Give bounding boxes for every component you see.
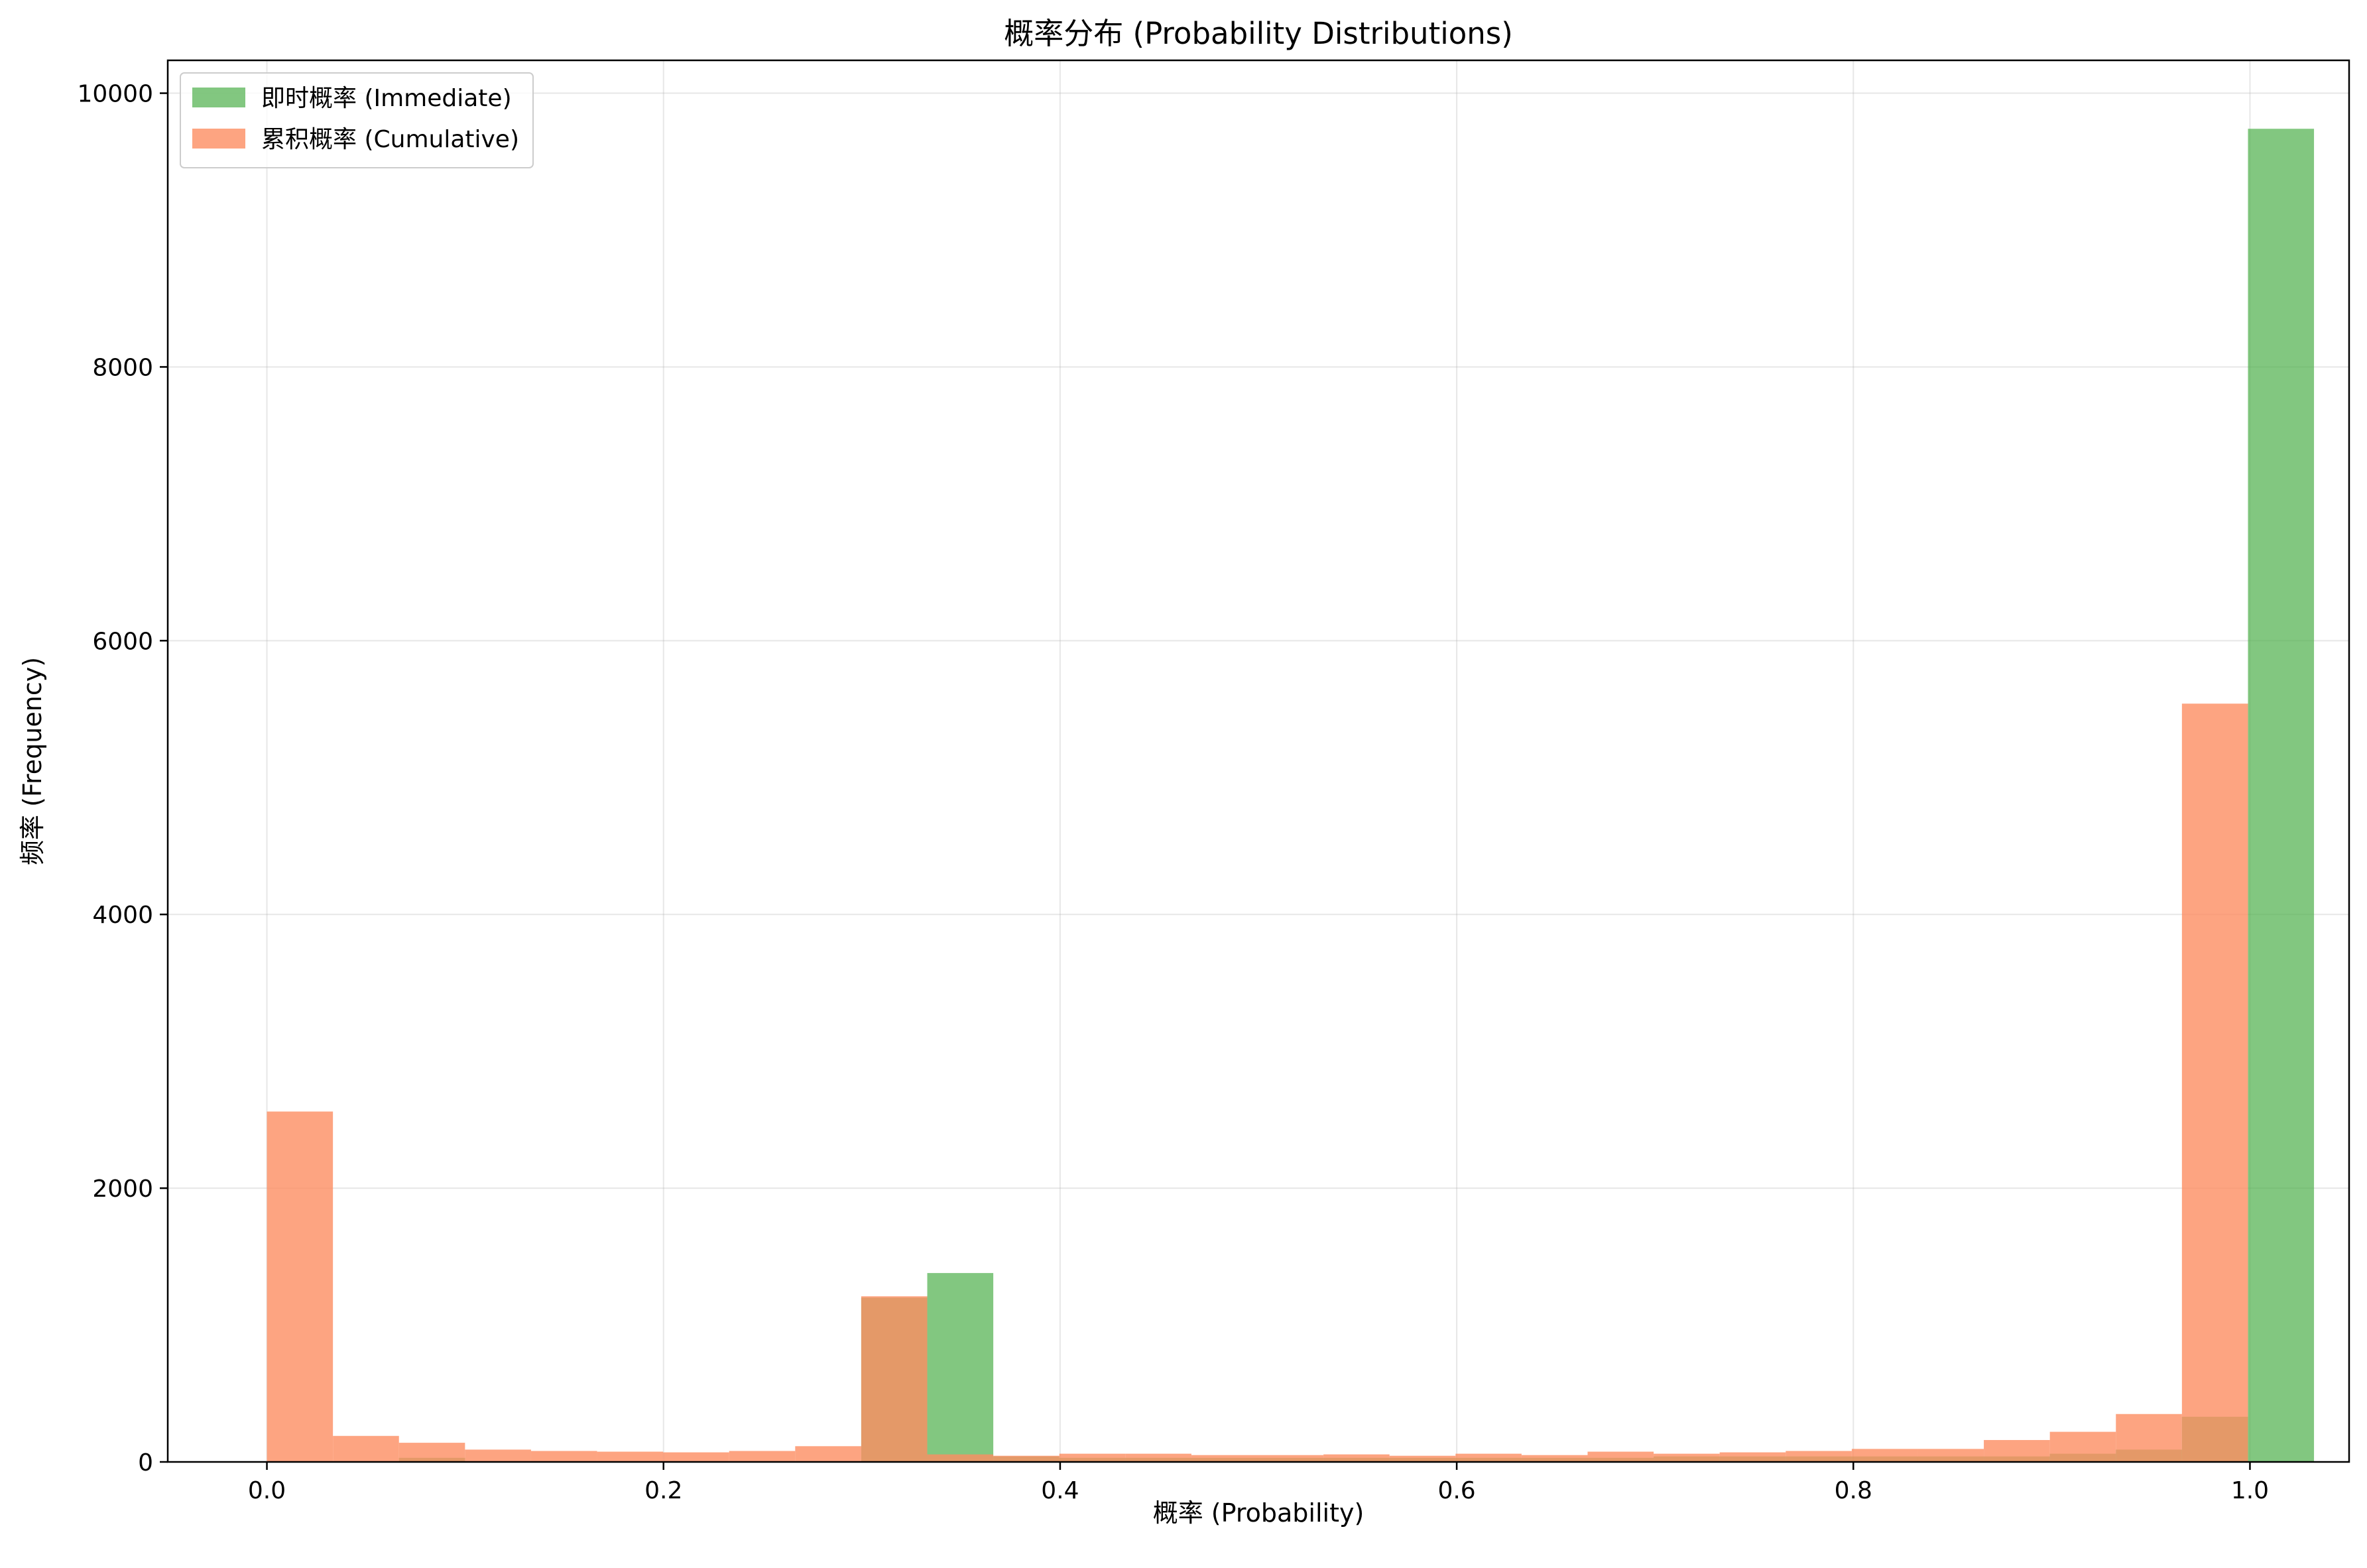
bar-cumulative bbox=[1059, 1453, 1126, 1462]
bar-cumulative bbox=[465, 1449, 531, 1462]
bar-cumulative bbox=[1587, 1451, 1654, 1462]
bar-cumulative bbox=[1719, 1452, 1786, 1462]
bar-cumulative bbox=[1917, 1449, 1984, 1462]
y-tick-label: 2000 bbox=[92, 1176, 153, 1203]
bar-cumulative bbox=[1654, 1453, 1720, 1462]
bar-cumulative bbox=[333, 1435, 399, 1462]
bar-cumulative bbox=[663, 1452, 729, 1462]
bar-cumulative bbox=[2116, 1414, 2182, 1462]
y-tick-label: 6000 bbox=[92, 628, 153, 655]
bar-cumulative bbox=[1455, 1453, 1522, 1462]
bar-cumulative bbox=[1786, 1451, 1852, 1462]
bar-cumulative bbox=[861, 1296, 928, 1462]
bar-cumulative bbox=[267, 1111, 334, 1462]
bar-cumulative bbox=[1851, 1449, 1918, 1462]
x-tick-label: 0.6 bbox=[1437, 1477, 1475, 1504]
histogram-bars bbox=[267, 129, 2315, 1462]
bar-cumulative bbox=[2049, 1431, 2116, 1462]
bar-cumulative bbox=[729, 1451, 796, 1462]
bar-cumulative bbox=[1521, 1455, 1588, 1462]
bar-cumulative bbox=[1389, 1455, 1456, 1462]
legend: 即时概率 (Immediate) 累积概率 (Cumulative) bbox=[180, 72, 534, 168]
chart-title: 概率分布 (Probability Distributions) bbox=[1004, 16, 1513, 51]
bar-cumulative bbox=[1191, 1455, 1258, 1462]
bar-cumulative bbox=[597, 1451, 664, 1462]
y-tick-label: 8000 bbox=[92, 354, 153, 381]
bar-cumulative bbox=[795, 1446, 861, 1462]
plot-frame bbox=[166, 59, 2350, 1463]
legend-box bbox=[180, 72, 534, 168]
bar-immediate bbox=[927, 1273, 994, 1462]
bar-cumulative bbox=[398, 1443, 465, 1462]
bar-cumulative bbox=[927, 1454, 994, 1462]
bar-cumulative bbox=[1984, 1439, 2050, 1462]
bar-cumulative bbox=[993, 1455, 1060, 1462]
bar-cumulative bbox=[2181, 703, 2248, 1462]
y-tick-label: 10000 bbox=[77, 81, 153, 108]
legend-label-immediate: 即时概率 (Immediate) bbox=[261, 85, 512, 112]
x-tick-label: 1.0 bbox=[2231, 1477, 2269, 1504]
bar-cumulative bbox=[530, 1451, 597, 1462]
x-tick-label: 0.2 bbox=[644, 1477, 682, 1504]
x-axis-label: 概率 (Probability) bbox=[1153, 1498, 1365, 1528]
x-tick-label: 0.0 bbox=[248, 1477, 286, 1504]
x-tick-label: 0.8 bbox=[1835, 1477, 1872, 1504]
y-axis-label: 频率 (Frequency) bbox=[18, 657, 47, 865]
x-tick-label: 0.4 bbox=[1041, 1477, 1079, 1504]
y-tick-label: 0 bbox=[138, 1449, 153, 1477]
bar-cumulative bbox=[1323, 1454, 1390, 1462]
bar-immediate bbox=[2248, 129, 2315, 1462]
legend-label-cumulative: 累积概率 (Cumulative) bbox=[261, 126, 519, 153]
y-tick-label: 4000 bbox=[92, 902, 153, 929]
axis-ticks: 0.0 0.2 0.4 0.6 0.8 1.0 0 2000 4000 6000 8000 10000 bbox=[77, 81, 2269, 1504]
bar-cumulative bbox=[1125, 1453, 1191, 1462]
legend-swatch-immediate bbox=[192, 88, 245, 107]
bar-cumulative bbox=[1257, 1455, 1324, 1462]
legend-swatch-cumulative bbox=[192, 129, 245, 149]
